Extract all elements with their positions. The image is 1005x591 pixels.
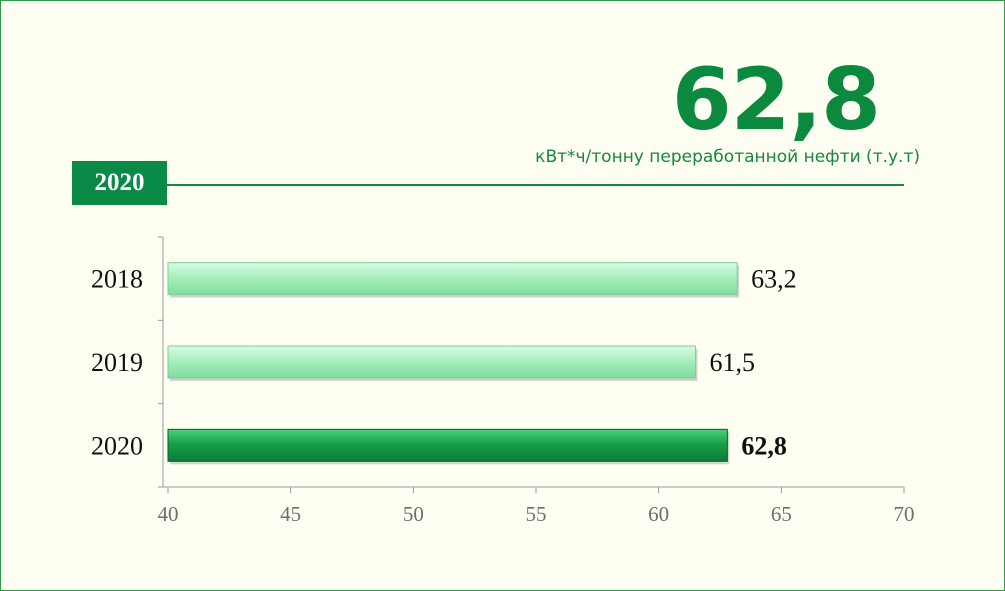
bar-2020 <box>167 428 728 462</box>
bar-layer <box>167 262 740 465</box>
value-axis-tick-label: 55 <box>526 502 547 526</box>
value-axis-tick-label: 70 <box>894 502 915 526</box>
value-axis-tick-label: 50 <box>403 502 424 526</box>
bar-2019 <box>167 345 696 379</box>
headline-value: 62,8 <box>671 50 881 150</box>
value-axis-tick-label: 60 <box>648 502 669 526</box>
year-badge: 2020 <box>72 161 167 205</box>
value-axis-tick-label: 45 <box>280 502 301 526</box>
category-label-2020: 2020 <box>91 431 143 460</box>
category-label-2018: 2018 <box>91 265 143 294</box>
category-label-2019: 2019 <box>91 348 143 377</box>
value-label-2019: 61,5 <box>709 348 755 377</box>
bar-2018 <box>167 262 738 296</box>
value-axis-tick-label: 65 <box>771 502 792 526</box>
axis-layer: 40 45 50 55 60 65 70 <box>158 236 915 526</box>
value-axis-tick-label: 40 <box>158 502 179 526</box>
value-label-2018: 63,2 <box>751 265 797 294</box>
label-layer: 2018 63,2 2019 61,5 2020 62,8 <box>91 265 797 461</box>
unit-label: кВт*ч/тонну переработанной нефти (т.у.т) <box>535 147 920 167</box>
header-divider <box>150 184 904 186</box>
value-label-2020: 62,8 <box>741 431 787 460</box>
